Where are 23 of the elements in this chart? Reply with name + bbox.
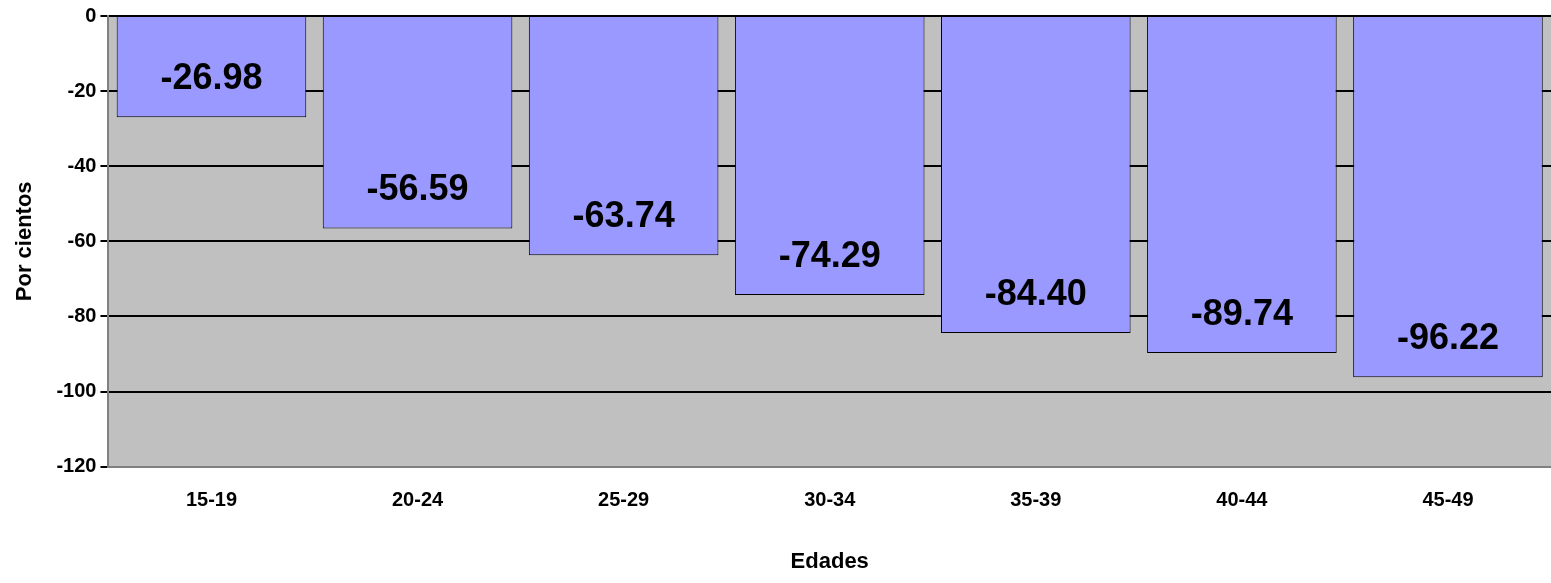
data-label: -96.22 xyxy=(1396,316,1499,358)
y-axis-title: Por cientos xyxy=(11,181,37,302)
data-label: -74.29 xyxy=(778,233,881,275)
x-tick-label: 30-34 xyxy=(804,488,857,511)
y-tick-label: -80 xyxy=(67,303,97,326)
y-tick-label: 0 xyxy=(85,3,97,26)
x-tick-label: 35-39 xyxy=(1010,488,1062,511)
data-label: -84.40 xyxy=(984,271,1087,313)
x-axis-title: Edades xyxy=(790,547,869,573)
data-label: -63.74 xyxy=(572,194,675,236)
y-tick-label: -40 xyxy=(67,153,97,176)
y-tick-label: -100 xyxy=(56,379,97,402)
y-tick-label: -20 xyxy=(67,78,97,101)
x-tick-label: 15-19 xyxy=(185,488,238,511)
x-tick-label: 45-49 xyxy=(1422,488,1474,511)
x-tick-label: 25-29 xyxy=(598,488,650,511)
data-label: -56.59 xyxy=(366,167,469,209)
data-label: -89.74 xyxy=(1190,291,1293,333)
data-label: -26.98 xyxy=(160,56,263,98)
x-tick-label: 40-44 xyxy=(1216,488,1269,511)
y-tick-label: -60 xyxy=(67,228,97,251)
x-tick-label: 20-24 xyxy=(391,488,444,511)
y-tick-label: -120 xyxy=(56,454,97,477)
